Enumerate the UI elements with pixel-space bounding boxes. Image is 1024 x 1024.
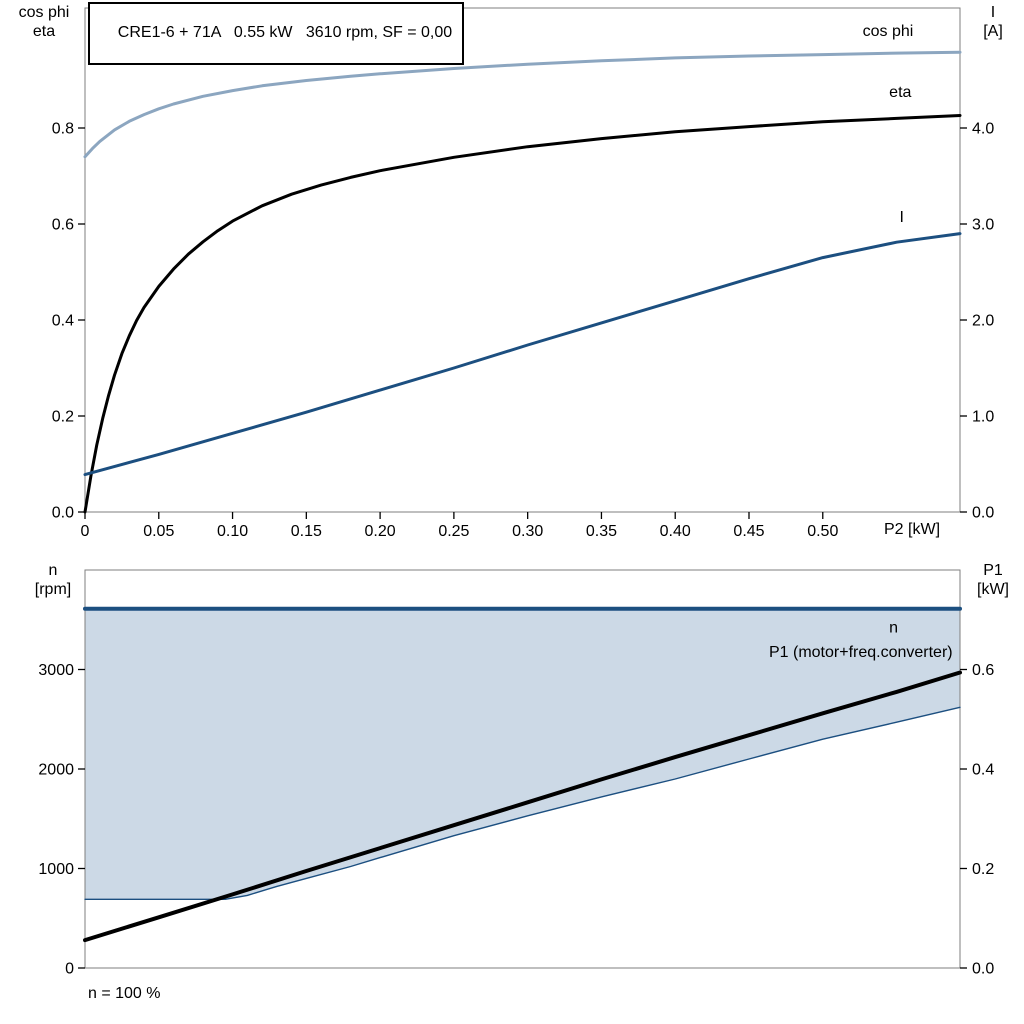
bottom-chart: 0 1000 2000 3000 0.0 0.2 0.4 0.6 n P1 (motor+freq…: [38, 569, 994, 978]
top-chart-right-axis-label: I [A]: [966, 3, 1020, 41]
right-tick-label: 0.4: [972, 762, 994, 779]
left-tick-label: 0: [65, 961, 74, 978]
x-tick-label: 0.35: [586, 523, 617, 540]
bottom-chart-right-axis-label: P1 [kW]: [964, 561, 1022, 599]
right-axis-label-line2: [kW]: [977, 581, 1009, 598]
plot-frame: [84, 7, 961, 513]
right-tick-label: 2.0: [972, 313, 994, 330]
series-label-eta: eta: [889, 84, 911, 101]
left-tick-label: 1000: [38, 861, 74, 878]
right-axis-label-line2: [A]: [983, 23, 1003, 40]
left-tick-label: 0.2: [52, 409, 74, 426]
left-tick-label: 2000: [38, 762, 74, 779]
left-tick-label: 0.8: [52, 121, 74, 138]
series-eta: [83, 114, 962, 514]
series-min-speed-limit: [84, 706, 961, 900]
chart-title: CRE1-6 + 71A 0.55 kW 3610 rpm, SF = 0,00: [117, 24, 453, 41]
left-tick-label: 0.6: [52, 217, 74, 234]
top-chart-x-axis-label: P2 [kW]: [884, 521, 941, 538]
x-tick-label: 0: [81, 523, 90, 540]
right-tick-label: 0.0: [972, 505, 994, 522]
left-axis-label-line1: n: [48, 562, 58, 579]
series-cos-phi: [83, 50, 962, 159]
speed-range-region: [85, 608, 960, 900]
left-axis-label-line1: cos phi: [18, 4, 70, 21]
series-label-i: I: [900, 209, 904, 226]
x-tick-label: 0.45: [733, 523, 764, 540]
right-tick-label: 0.6: [972, 662, 994, 679]
left-axis-label-line2: [rpm]: [34, 581, 72, 598]
left-tick-label: 0.0: [52, 505, 74, 522]
x-tick-label: 0.20: [365, 523, 396, 540]
left-tick-label: 3000: [38, 662, 74, 679]
series-label-cos-phi: cos phi: [863, 23, 914, 40]
x-tick-label: 0.15: [291, 523, 322, 540]
right-tick-label: 0.0: [972, 961, 994, 978]
left-tick-label: 0.4: [52, 313, 74, 330]
right-tick-label: 3.0: [972, 217, 994, 234]
chart-title-box: CRE1-6 + 71A 0.55 kW 3610 rpm, SF = 0,00: [88, 2, 465, 65]
series-i: [83, 232, 962, 477]
bottom-chart-footer-label: n = 100 %: [88, 985, 161, 1002]
series-label-p1-motor-freq-converter: P1 (motor+freq.converter): [769, 644, 953, 661]
bottom-chart-left-axis-label: n [rpm]: [14, 561, 92, 599]
series-p1-motor-freq-converter: [83, 670, 962, 943]
x-tick-label: 0.05: [143, 523, 174, 540]
x-tick-label: 0.30: [512, 523, 543, 540]
x-tick-label: 0.10: [217, 523, 248, 540]
right-tick-label: 1.0: [972, 409, 994, 426]
right-axis-label-line1: P1: [983, 562, 1003, 579]
x-tick-label: 0.25: [438, 523, 469, 540]
left-axis-label-line2: eta: [32, 23, 56, 40]
x-tick-label: 0.50: [807, 523, 838, 540]
top-chart-left-axis-label: cos phi eta: [4, 3, 84, 41]
series-label-n: n: [889, 620, 898, 637]
right-tick-label: 4.0: [972, 121, 994, 138]
x-tick-label: 0.40: [660, 523, 691, 540]
right-axis-label-line1: I: [990, 4, 996, 21]
right-tick-label: 0.2: [972, 861, 994, 878]
top-chart: 0.0 0.2 0.4 0.6 0.8 0.0 1.0 2.0 3.0 4.0 0 0.05 0.10 0…: [52, 7, 994, 540]
